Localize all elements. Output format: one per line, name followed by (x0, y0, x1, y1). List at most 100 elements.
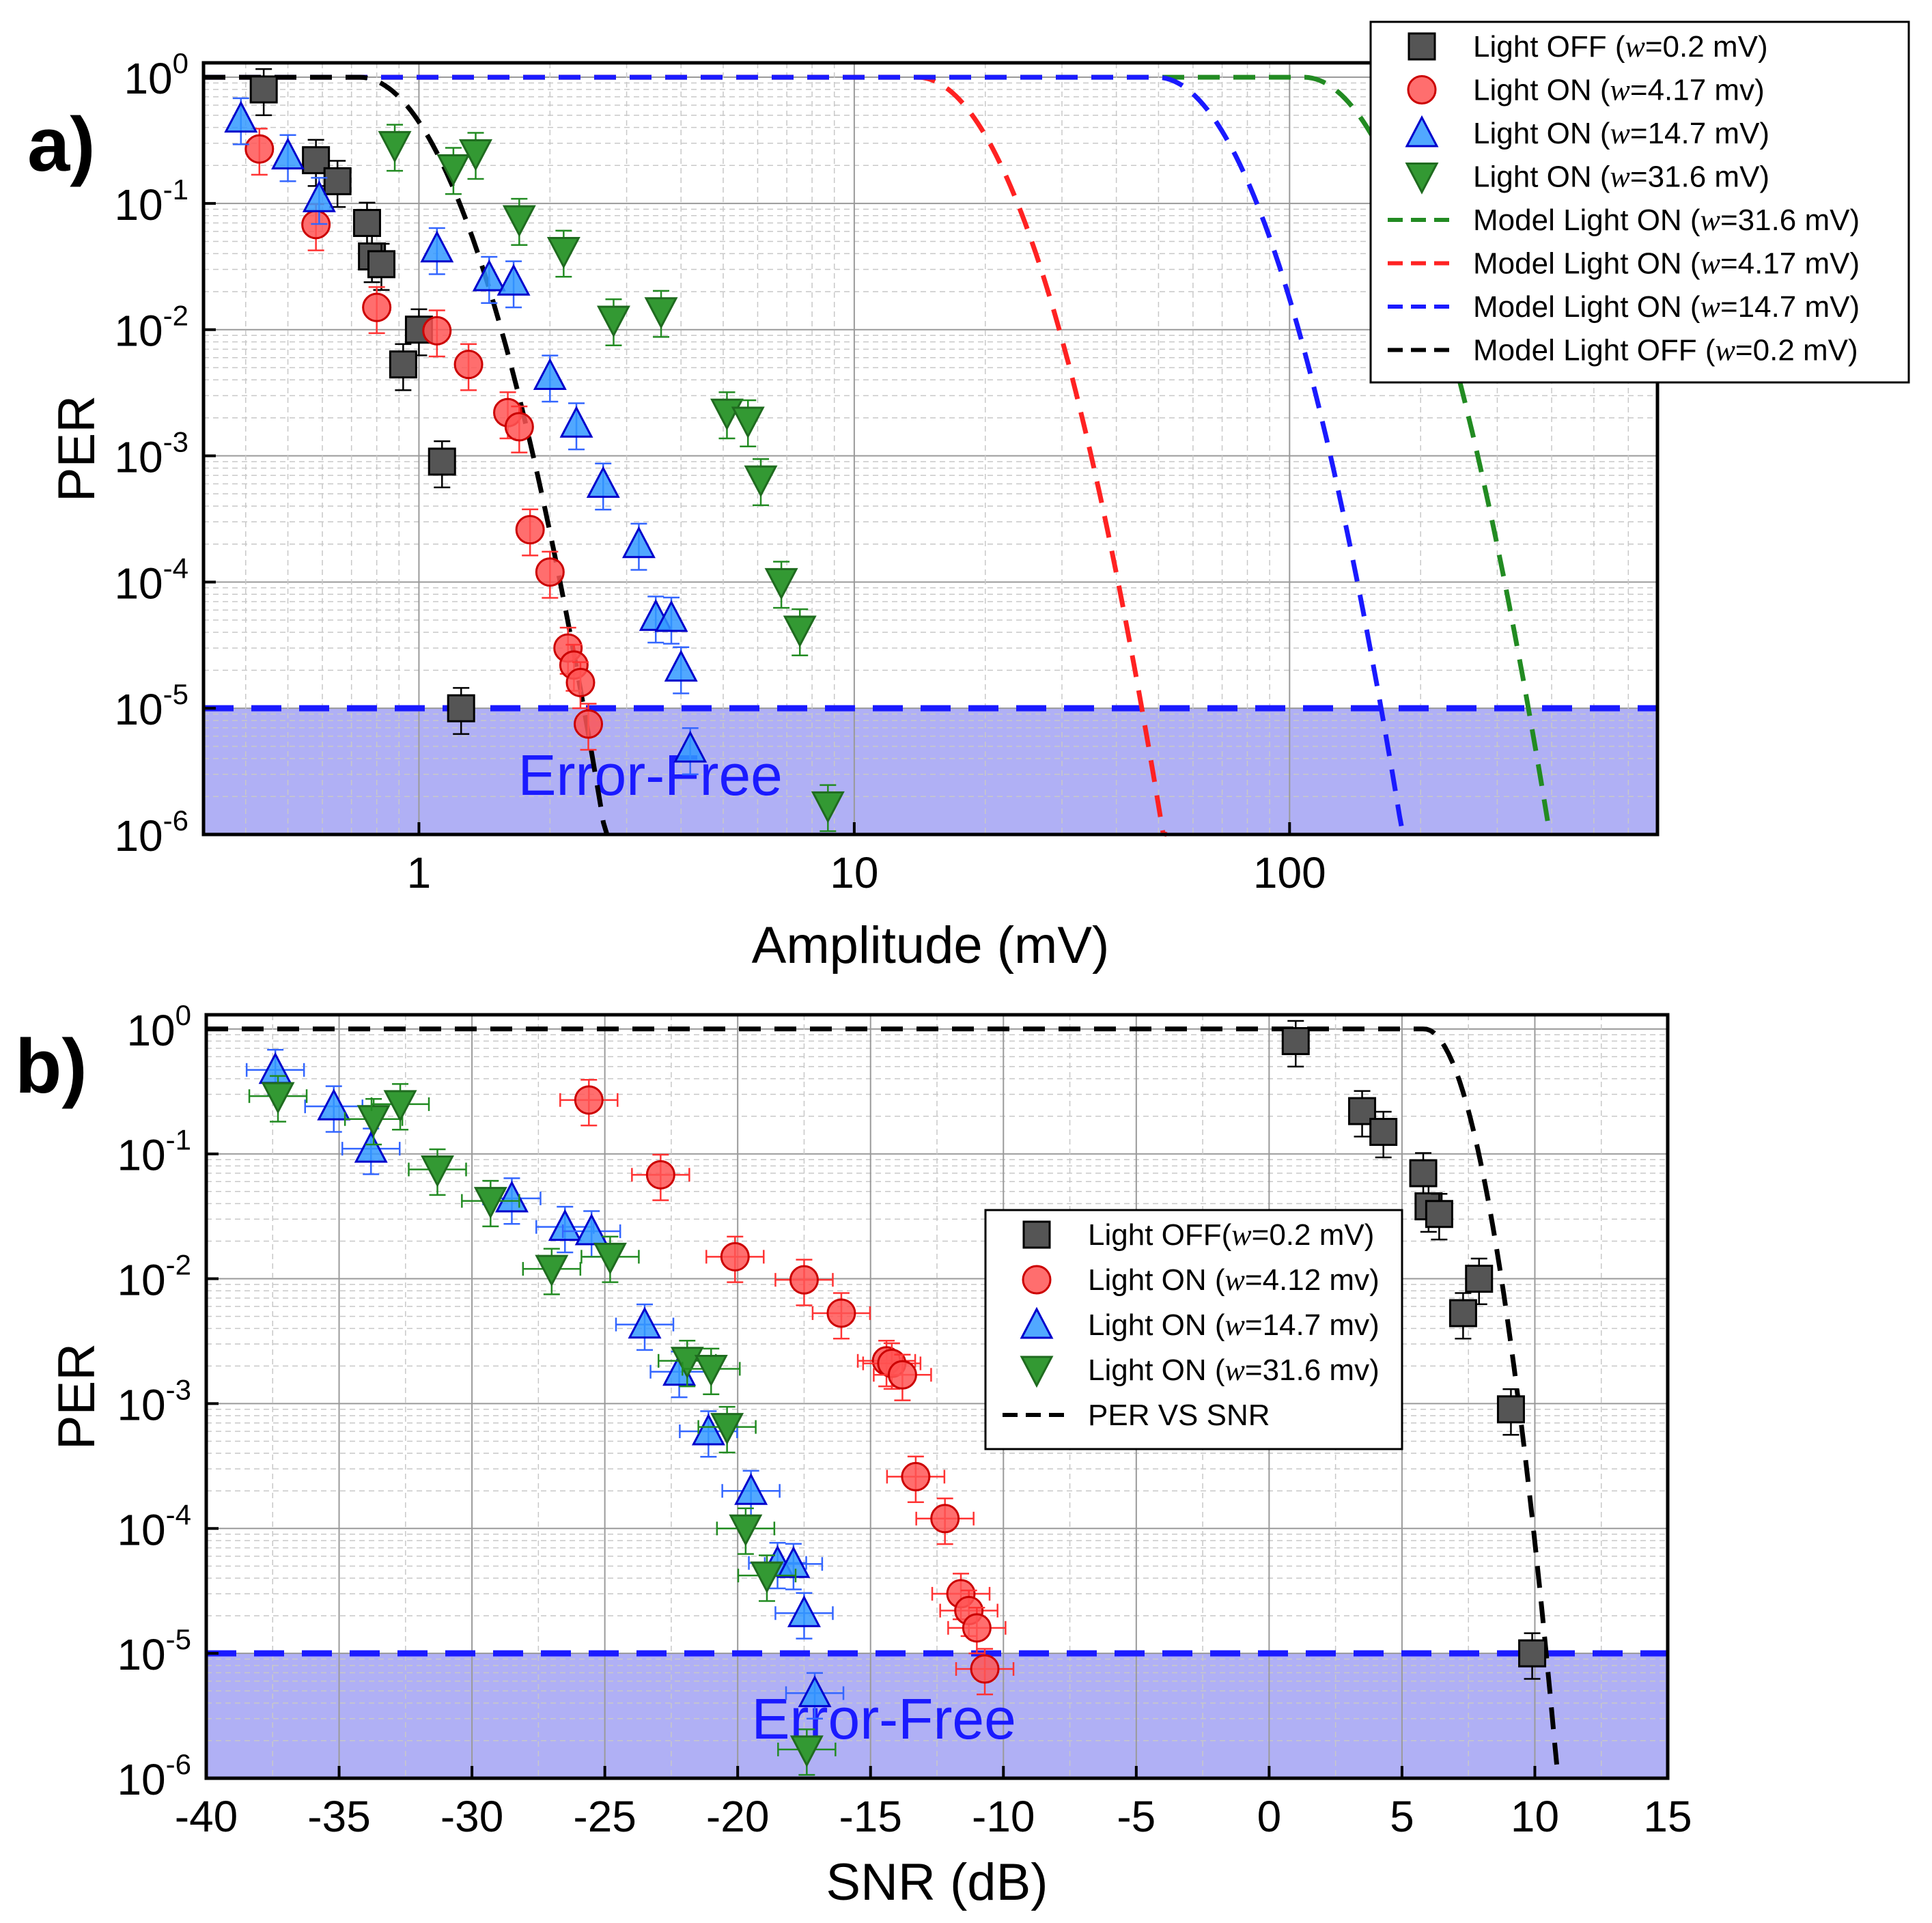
legend-label: PER VS SNR (1088, 1399, 1270, 1432)
marker-triangle-up (776, 1545, 811, 1578)
marker-triangle-down (421, 1155, 454, 1188)
data-points-b (245, 1020, 1547, 1776)
marker-circle (565, 667, 596, 697)
legend-box (984, 1209, 1403, 1450)
y-tick-label: 10-6 (117, 1748, 191, 1804)
marker-triangle-down (383, 1090, 417, 1123)
legend-entry: PER VS SNR (1003, 1399, 1270, 1432)
data-point-triangle-down (522, 1248, 582, 1295)
y-tick-label: 100 (124, 47, 188, 103)
marker-square (1369, 1117, 1398, 1146)
legend-label: Light ON (w=31.6 mV) (1473, 160, 1769, 194)
legend-entry: Light OFF(w=0.2 mV) (1022, 1218, 1374, 1252)
marker-triangle-down (694, 1354, 728, 1387)
data-point-triangle-up (420, 227, 454, 275)
data-point-square (1369, 1110, 1398, 1159)
marker-triangle-up (621, 526, 656, 559)
marker-triangle-up (734, 1472, 768, 1505)
marker-triangle-up (787, 1595, 821, 1627)
y-tick-label: 10-2 (117, 1249, 191, 1305)
data-point-circle (515, 508, 545, 557)
marker-circle (244, 134, 275, 164)
x-axis-label-b: SNR (dB) (826, 1853, 1048, 1911)
marker-triangle-down (811, 791, 845, 824)
marker-triangle-up (271, 137, 305, 170)
marker-circle (362, 292, 392, 322)
x-tick-label: -30 (440, 1792, 504, 1841)
data-point-triangle-down (716, 1507, 776, 1555)
y-tick-label: 10-5 (114, 678, 188, 734)
data-point-triangle-up (271, 134, 305, 182)
data-point-triangle-down (811, 784, 845, 832)
x-tick-label: 0 (1257, 1792, 1282, 1841)
model-curve-per-vs-snr000000 (206, 1026, 1560, 1779)
model-curves-b (206, 1026, 1560, 1779)
y-tick-label: 10-5 (117, 1623, 191, 1679)
x-tick-label: 10 (1511, 1792, 1559, 1841)
data-point-triangle-up (785, 1672, 845, 1720)
x-tick-label: -35 (307, 1792, 371, 1841)
marker-circle (422, 315, 452, 346)
marker-triangle-down (783, 615, 817, 648)
data-point-triangle-up (533, 354, 567, 403)
data-point-circle (955, 1648, 1015, 1696)
marker-triangle-up (548, 1209, 582, 1241)
data-point-triangle-up (774, 1592, 834, 1640)
data-point-triangle-down (777, 1728, 837, 1776)
legend-entry: Light ON (w=14.7 mv) (1020, 1306, 1380, 1342)
data-point-triangle-down (580, 1235, 640, 1283)
marker-triangle-up (559, 406, 593, 438)
data-point-square (1465, 1257, 1494, 1306)
data-point-square (428, 440, 456, 488)
data-point-triangle-up (561, 1210, 621, 1258)
plot-frame-a (201, 61, 1660, 837)
y-tick-label: 10-1 (114, 173, 188, 229)
data-point-square (1425, 1192, 1453, 1241)
x-ticks-b: -40 -35 -30 -25 -20 -15 -10 -5 0 5 10 15 (175, 1766, 1692, 1841)
marker-circle (887, 1360, 917, 1390)
data-point-circle (453, 343, 484, 391)
data-point-triangle-down (764, 561, 798, 609)
legend-box (1369, 20, 1910, 384)
marker-circle (930, 1504, 960, 1534)
legend-marker-triangle-up (1405, 115, 1439, 148)
data-point-triangle-up (559, 402, 593, 451)
data-point-square (1496, 1388, 1525, 1436)
data-point-triangle-down (744, 458, 778, 507)
error-free-label-a: Error-Free (518, 743, 783, 807)
data-point-triangle-down (378, 124, 412, 172)
marker-triangle-up (664, 649, 698, 682)
x-tick-label: 1 (407, 848, 432, 897)
marker-square (1409, 1159, 1438, 1188)
data-point-triangle-up (615, 1303, 675, 1351)
x-axis-label-a: Amplitude (mV) (752, 916, 1110, 974)
marker-circle (515, 515, 545, 545)
marker-triangle-up (420, 230, 454, 263)
data-point-circle (811, 1292, 871, 1340)
y-ticks-b: 100 10-1 10-2 10-3 10-4 10-5 10-6 (117, 999, 219, 1804)
marker-circle (504, 412, 534, 442)
legend-label: Model Light ON (w=14.7 mV) (1473, 290, 1860, 324)
marker-triangle-down (436, 154, 471, 186)
y-tick-label: 10-1 (117, 1124, 191, 1180)
data-point-triangle-up (496, 260, 531, 309)
data-point-triangle-up (721, 1470, 781, 1517)
marker-square (1496, 1395, 1525, 1424)
marker-square (1465, 1265, 1494, 1293)
legend-label: Model Light ON (w=31.6 mV) (1473, 203, 1860, 237)
marker-triangle-up (258, 1052, 292, 1084)
data-point-circle (915, 1498, 975, 1545)
x-tick-label: -5 (1117, 1792, 1156, 1841)
legend-label: Light OFF(w=0.2 mV) (1088, 1218, 1374, 1252)
marker-circle (453, 350, 484, 380)
data-point-triangle-down (370, 1083, 430, 1131)
marker-triangle-down (596, 305, 630, 338)
y-ticks-a: 100 10-1 10-2 10-3 10-4 10-5 10-6 (114, 47, 216, 860)
y-tick-label: 10-2 (114, 300, 188, 356)
data-point-triangle-up (304, 1085, 364, 1133)
data-point-triangle-down (546, 229, 580, 278)
legend-entry: Light ON (w=31.6 mv) (1020, 1353, 1380, 1388)
marker-circle (962, 1613, 992, 1643)
marker-triangle-down (261, 1082, 295, 1114)
